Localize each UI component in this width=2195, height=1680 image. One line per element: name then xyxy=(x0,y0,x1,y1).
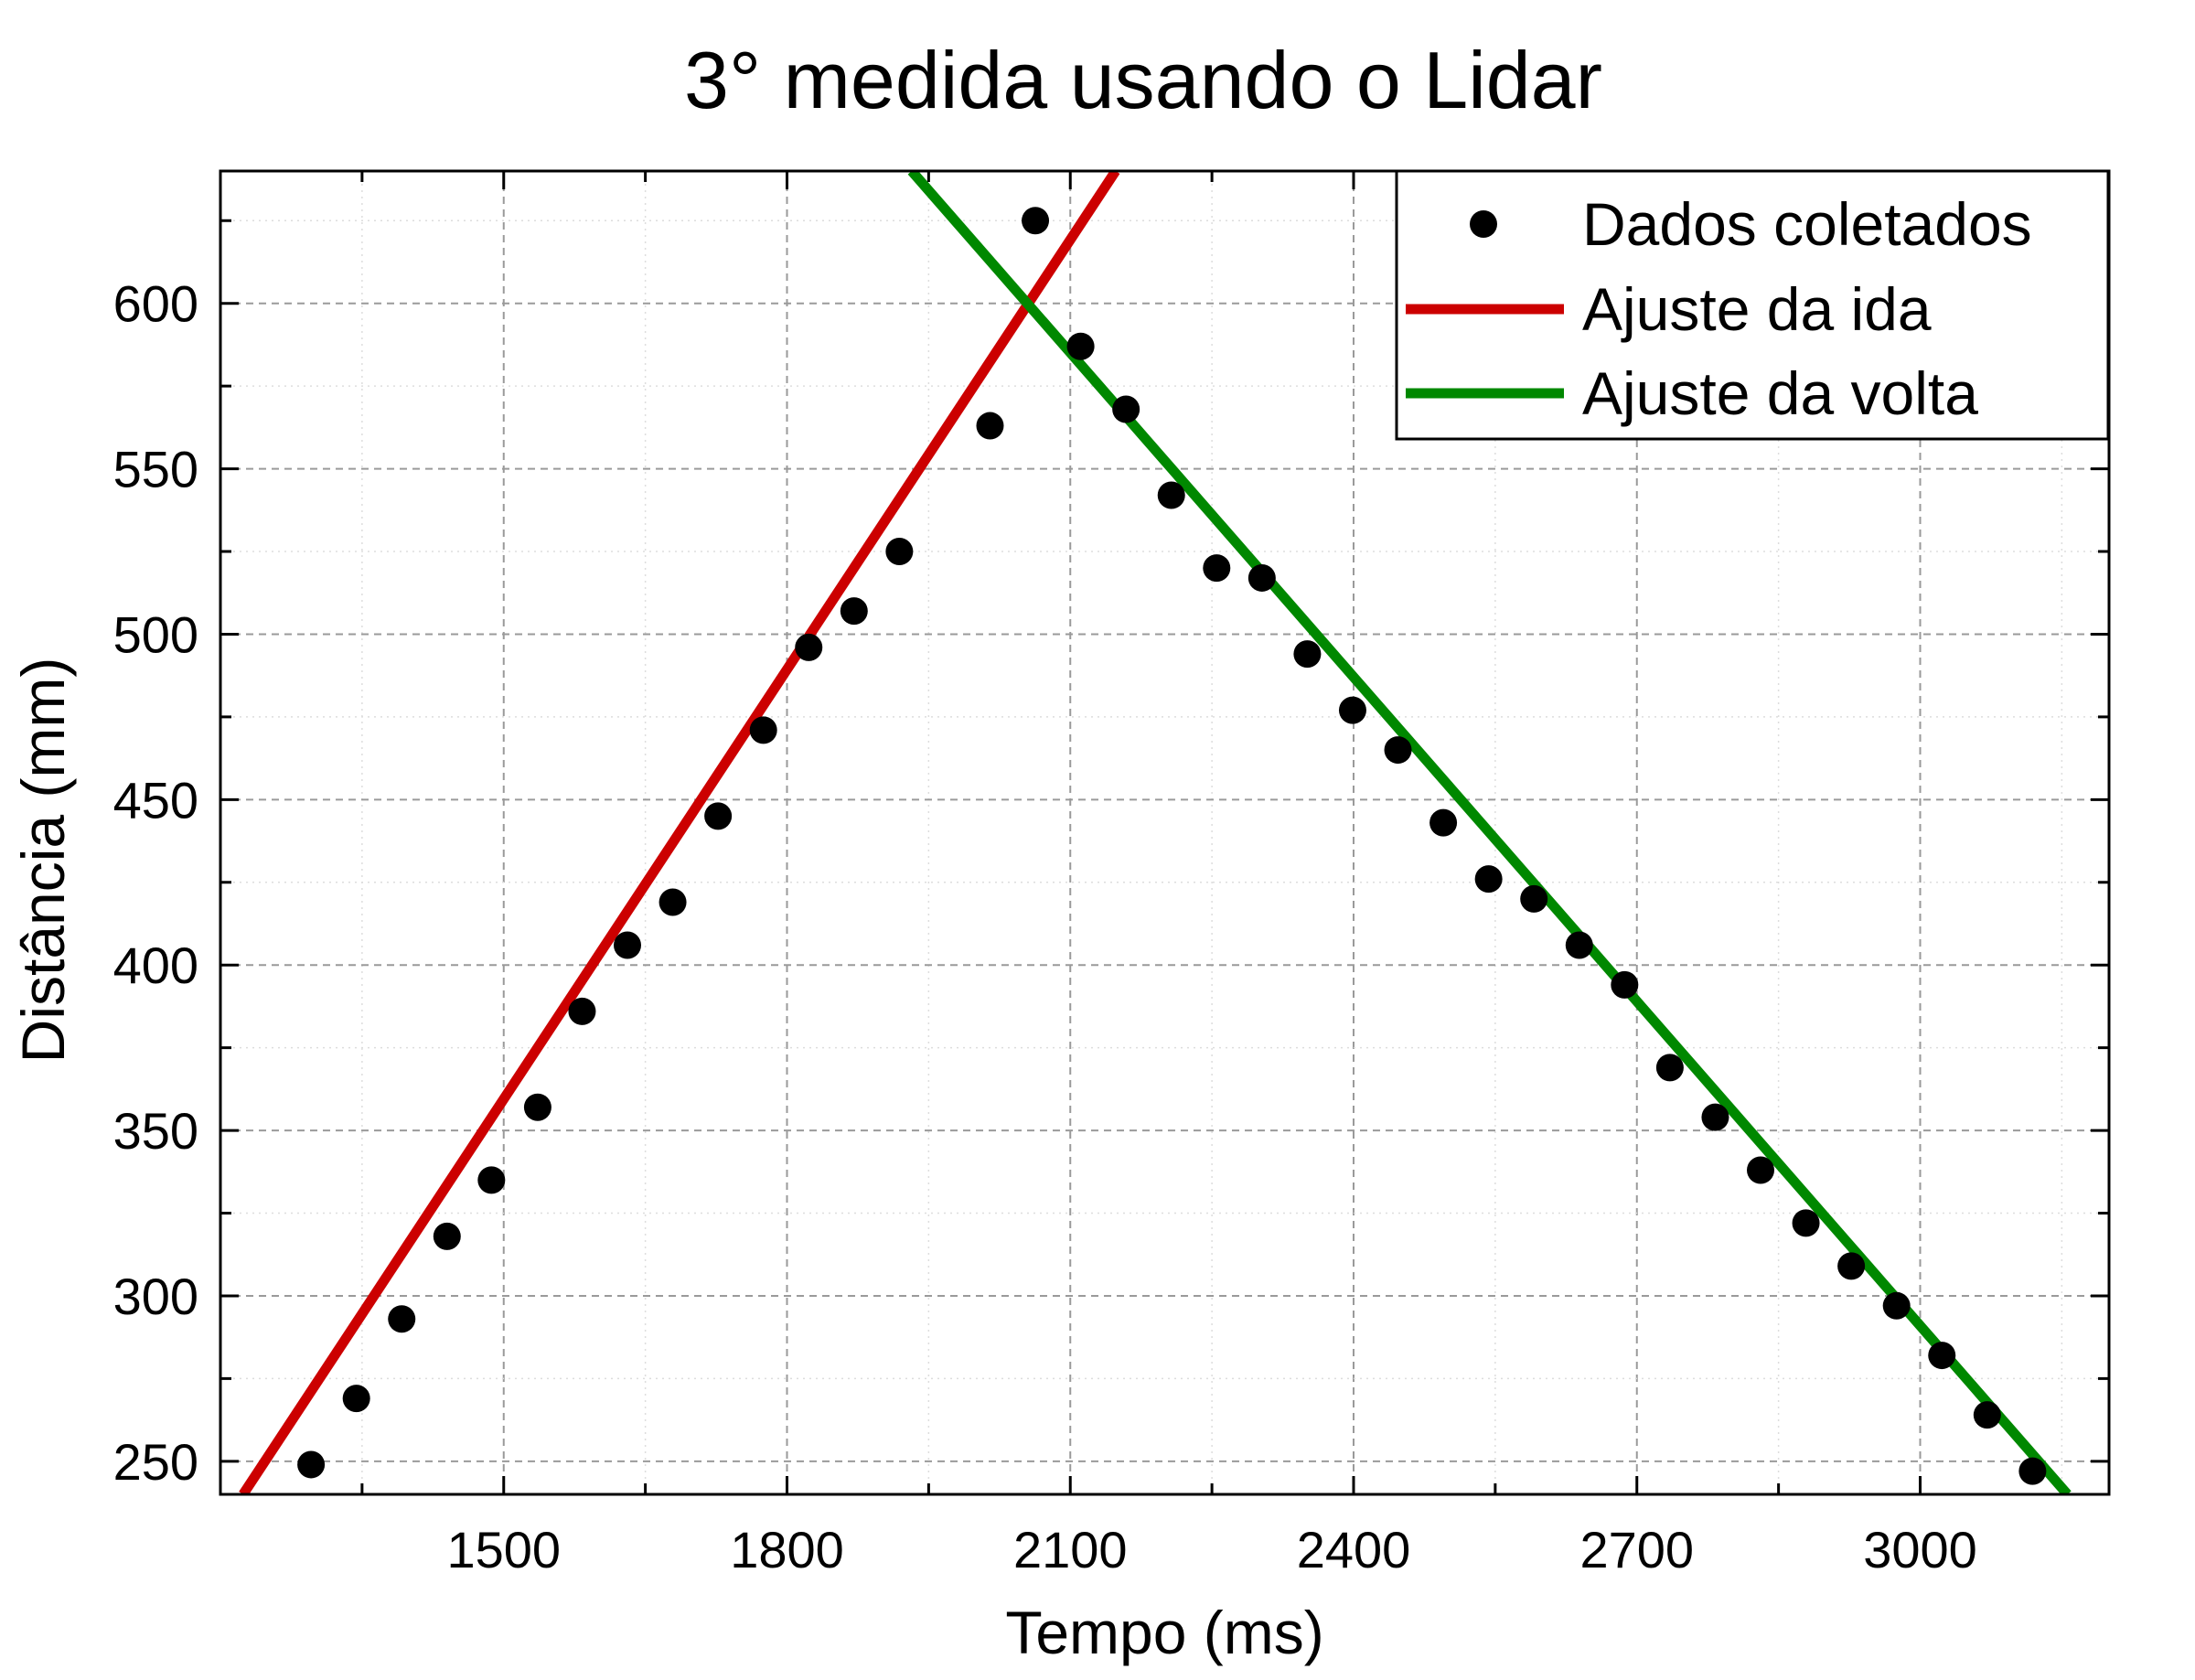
y-tick-label: 600 xyxy=(113,275,198,333)
data-point xyxy=(1384,736,1412,765)
y-tick-label: 400 xyxy=(113,936,198,994)
data-point xyxy=(1022,207,1050,235)
y-axis-label: Distância (mm) xyxy=(9,658,77,1064)
y-tick-label: 450 xyxy=(113,771,198,829)
data-point xyxy=(749,716,777,744)
data-point xyxy=(1066,332,1095,360)
plot-frame xyxy=(219,169,2111,1496)
chart-title: 3° medida usando o Lidar xyxy=(684,35,1602,125)
y-tick-label: 500 xyxy=(113,605,198,663)
data-point xyxy=(795,633,823,661)
y-tick-label: 300 xyxy=(113,1268,198,1325)
legend-label-ajuste-da-ida: Ajuste da ida xyxy=(1582,275,1932,343)
data-point xyxy=(840,597,868,626)
y-tick-label: 250 xyxy=(113,1433,198,1491)
data-point xyxy=(523,1093,551,1121)
legend-label-ajuste-da-volta: Ajuste da volta xyxy=(1582,359,1978,427)
data-point xyxy=(2018,1457,2047,1485)
data-point xyxy=(1520,884,1548,913)
x-tick-label: 3000 xyxy=(1863,1521,1977,1578)
data-point xyxy=(342,1385,370,1413)
data-point xyxy=(885,538,914,566)
data-point xyxy=(297,1450,326,1479)
x-tick-label: 2400 xyxy=(1297,1521,1411,1578)
x-tick-label: 2100 xyxy=(1013,1521,1128,1578)
data-point xyxy=(1928,1342,1956,1370)
data-point xyxy=(1474,865,1503,894)
data-point xyxy=(1338,696,1366,724)
data-point xyxy=(658,888,687,916)
x-axis-label: Tempo (ms) xyxy=(1005,1599,1323,1666)
data-point xyxy=(477,1166,506,1194)
data-point xyxy=(568,997,596,1025)
data-point xyxy=(1701,1103,1729,1131)
axis-ticks: 1500 1800 2100 2400 2700 3000 250 300 350 400 450 5… xyxy=(113,171,2109,1578)
data-point xyxy=(1655,1054,1684,1082)
x-tick-label: 2700 xyxy=(1579,1521,1694,1578)
data-point xyxy=(704,802,733,830)
data-point xyxy=(1203,554,1231,583)
data-point xyxy=(433,1222,461,1250)
plot-series xyxy=(239,171,2072,1494)
data-point xyxy=(1429,808,1458,837)
data-point xyxy=(1247,563,1276,592)
legend-symbol-dados-coletados xyxy=(1470,210,1497,238)
data-point xyxy=(1112,395,1140,423)
data-point xyxy=(1157,481,1185,509)
data-point xyxy=(1882,1291,1911,1320)
legend: Dados coletados Ajuste da ida Ajuste da … xyxy=(1395,169,2110,441)
data-point xyxy=(1611,970,1639,999)
data-point xyxy=(1747,1156,1775,1184)
data-point xyxy=(976,412,1004,440)
legend-label-dados-coletados: Dados coletados xyxy=(1582,190,2032,258)
fit-line-2 xyxy=(907,171,2072,1494)
data-point xyxy=(614,931,642,959)
x-tick-label: 1800 xyxy=(730,1521,844,1578)
data-point xyxy=(1837,1252,1866,1280)
y-tick-label: 350 xyxy=(113,1102,198,1160)
data-point xyxy=(1293,640,1322,669)
data-point xyxy=(1973,1401,2001,1429)
fit-line-1 xyxy=(239,171,1120,1494)
x-tick-label: 1500 xyxy=(446,1521,561,1578)
y-tick-label: 550 xyxy=(113,441,198,498)
data-point xyxy=(1792,1209,1820,1237)
data-point xyxy=(388,1305,416,1333)
data-point xyxy=(1565,931,1593,959)
